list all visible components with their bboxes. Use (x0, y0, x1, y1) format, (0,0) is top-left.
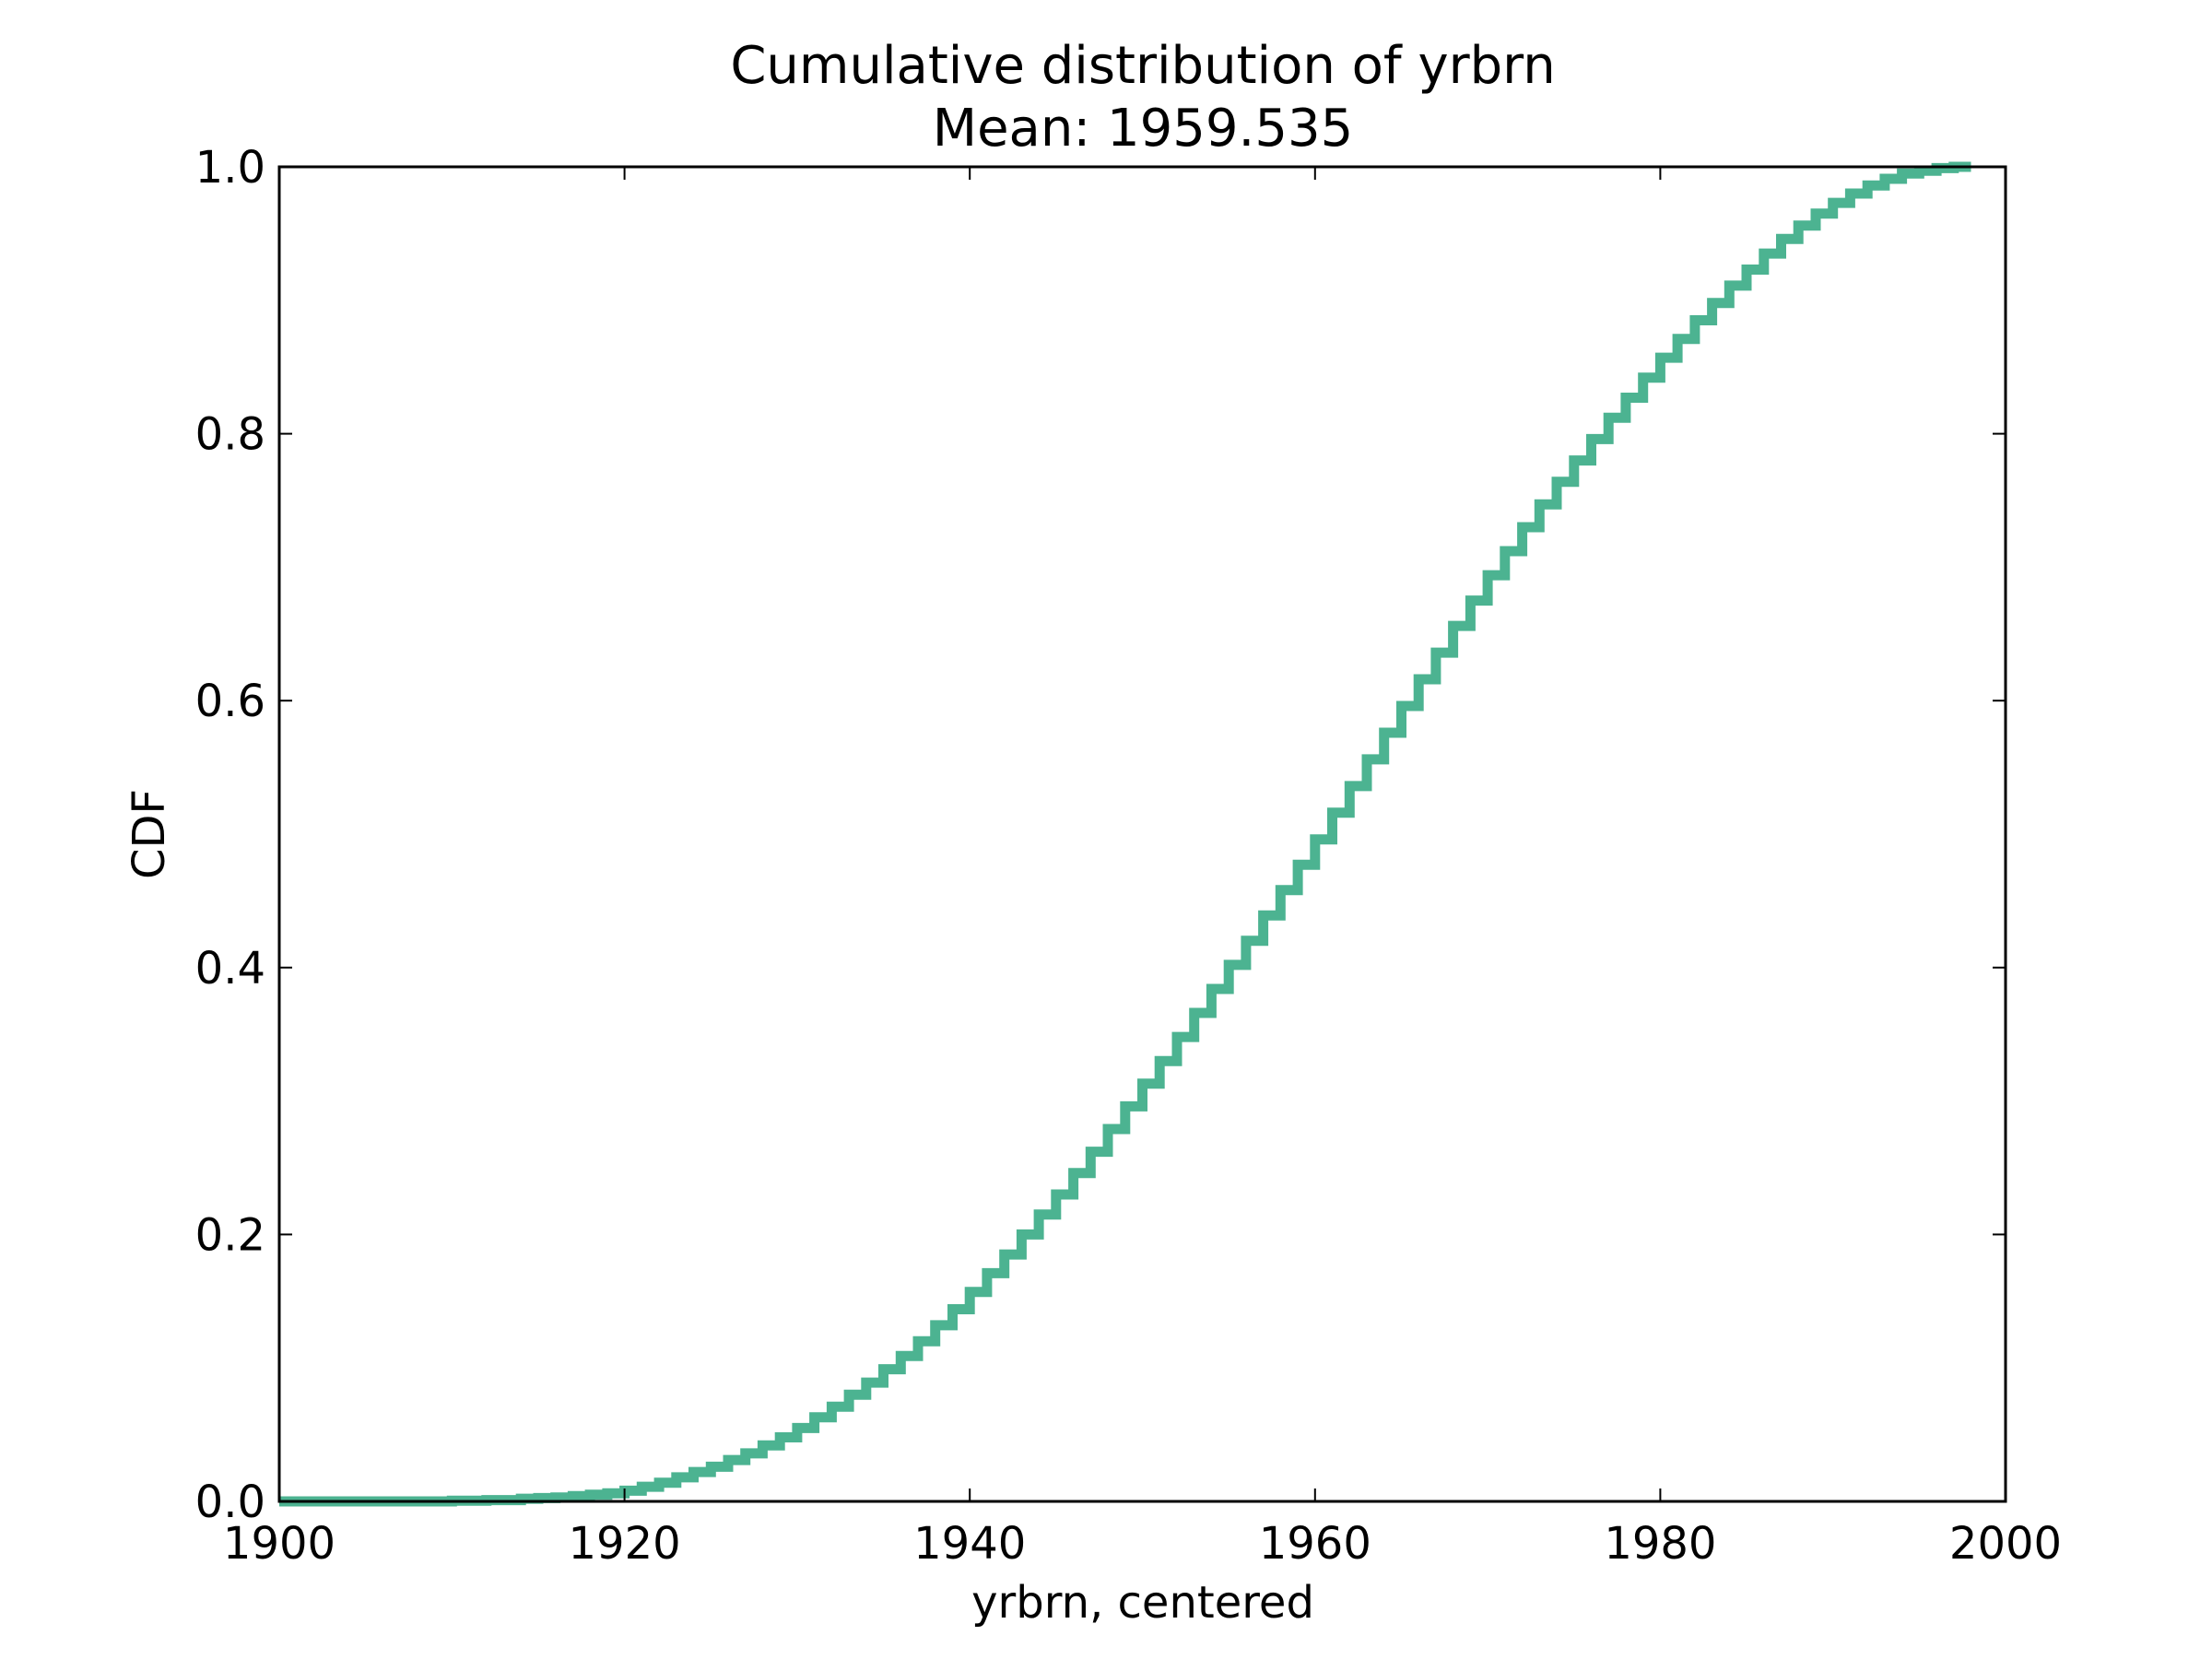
y-tick-label: 0.6 (195, 676, 265, 727)
chart-title: Cumulative distribution of yrbrn (730, 36, 1555, 96)
x-tick-label: 1920 (569, 1518, 681, 1570)
plot-area (279, 161, 1971, 1507)
y-tick-label: 1.0 (195, 142, 265, 194)
x-tick-label: 1900 (223, 1518, 335, 1570)
cdf-series-line-0 (279, 161, 1971, 1507)
x-axis-label: yrbrn, centered (971, 1577, 1314, 1629)
y-axis-label: CDF (124, 789, 175, 879)
plot-frame (277, 165, 2007, 1503)
y-tick-label: 0.0 (195, 1477, 265, 1528)
x-tick-label: 2000 (1949, 1518, 2062, 1570)
x-tick-label: 1980 (1604, 1518, 1716, 1570)
y-tick-label: 0.2 (195, 1209, 265, 1261)
x-tick-label: 1960 (1259, 1518, 1371, 1570)
axis-ticks: 1900 1920 1940 1960 1980 2000 0.0 0.2 0.4 0.6 0.8 1… (195, 142, 2062, 1570)
x-tick-label: 1940 (913, 1518, 1026, 1570)
y-tick-label: 0.8 (195, 409, 265, 461)
chart-subtitle: Mean: 1959.535 (933, 99, 1353, 159)
y-tick-label: 0.4 (195, 943, 265, 994)
